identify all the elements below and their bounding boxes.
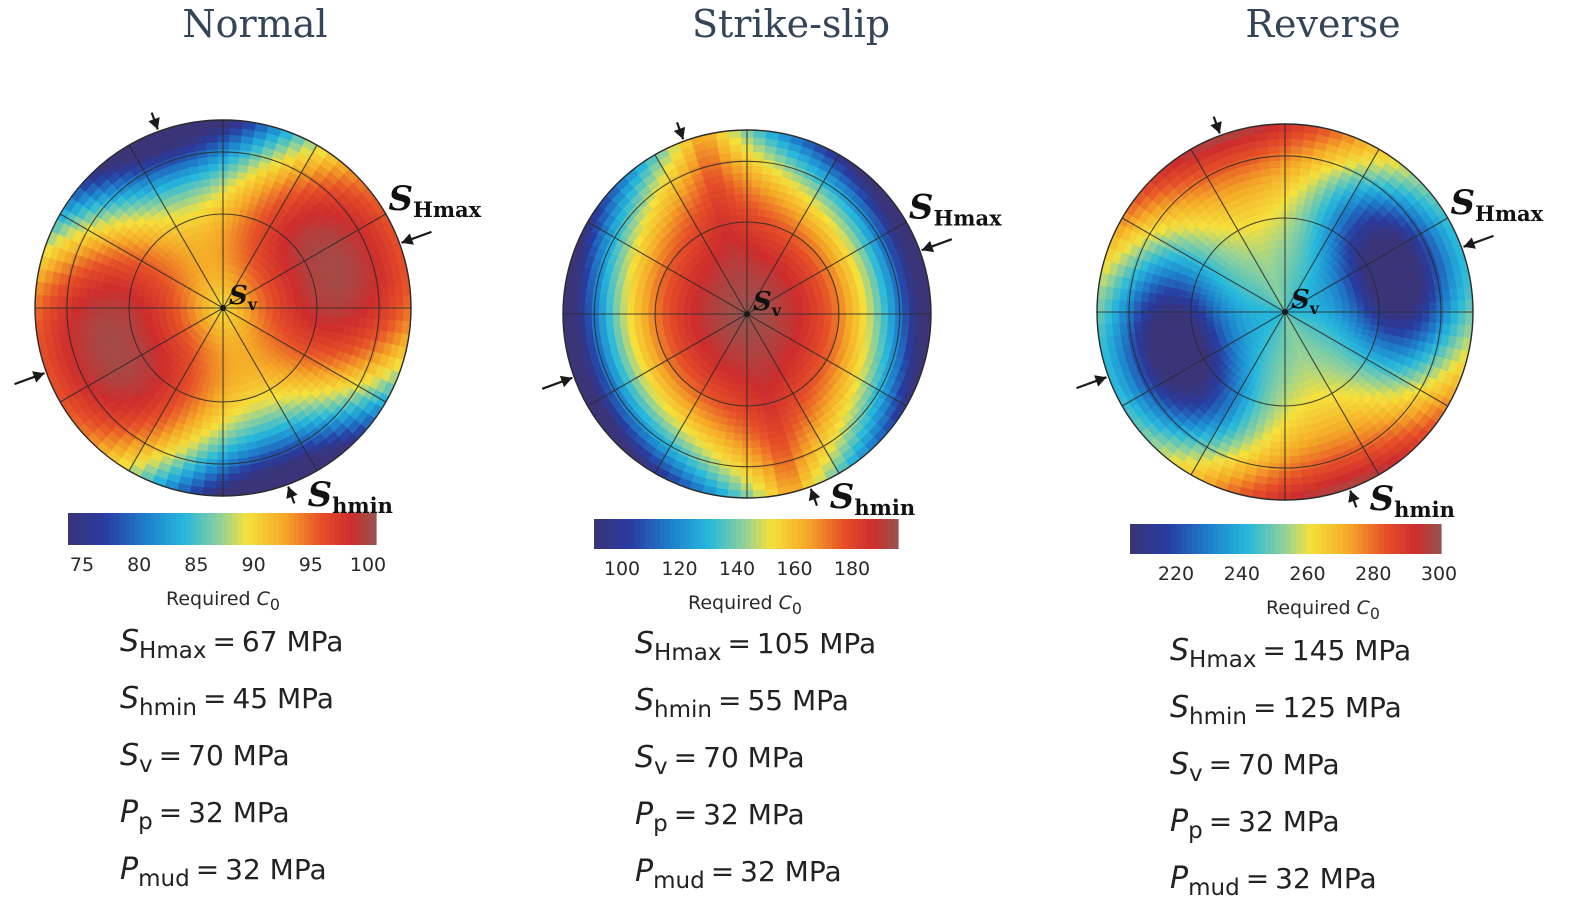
param-sv: Sv=70 MPa	[1170, 741, 1570, 798]
shmin-arrow-icon	[1210, 117, 1221, 134]
colorbar-tick-label: 120	[661, 558, 697, 580]
param-shmin: Shmin=125 MPa	[1170, 684, 1570, 741]
colorbar-title: Required C0	[0, 588, 488, 614]
colorbar-gradient	[68, 513, 377, 545]
param-shmin: Shmin=45 MPa	[120, 675, 520, 732]
param-pmud: Pmud=32 MPa	[1170, 855, 1570, 912]
colorbar-normal: 75 80 85 90 95 100 Required C0	[0, 510, 530, 630]
colorbar-tick-label: 75	[70, 554, 94, 576]
shmax-arrow-icon	[402, 232, 432, 245]
colorbar-tick-label: 95	[299, 554, 323, 576]
colorbar-tick-label: 85	[184, 554, 208, 576]
panel-title: Reverse	[1058, 2, 1588, 46]
shmin-label: Shmin	[830, 477, 915, 520]
param-sv: Sv=70 MPa	[120, 732, 520, 789]
shmin-arrow-icon	[674, 122, 685, 139]
colorbar-tick-label: 260	[1289, 563, 1325, 585]
colorbar-tick-label: 160	[776, 558, 812, 580]
colorbar-reverse: 220 240 260 280 300 Required C0	[1060, 521, 1590, 641]
center-point	[744, 311, 750, 317]
shmax-arrow-icon	[542, 376, 572, 389]
param-pp: Pp=32 MPa	[635, 791, 1035, 848]
shmax-label: SHmax	[388, 179, 481, 222]
colorbar-tick-label: 140	[719, 558, 755, 580]
colorbar-gradient	[1130, 524, 1442, 554]
param-pmud: Pmud=32 MPa	[120, 846, 520, 903]
colorbar-tick-label: 220	[1158, 563, 1194, 585]
shmin-arrow-icon	[286, 487, 297, 504]
shmin-label: Shmin	[1370, 479, 1455, 522]
param-shmax: SHmax=145 MPa	[1170, 627, 1570, 684]
colorbar-tick-label: 100	[604, 558, 640, 580]
colorbar-tick-label: 100	[350, 554, 386, 576]
shmax-arrow-icon	[922, 239, 952, 252]
params-strike-slip: SHmax=105 MPa Shmin=55 MPa Sv=70 MPa Pp=…	[635, 620, 1035, 905]
colorbar-tick-label: 300	[1421, 563, 1457, 585]
colorbar-tick-label: 240	[1224, 563, 1260, 585]
param-shmin: Shmin=55 MPa	[635, 677, 1035, 734]
param-sv: Sv=70 MPa	[635, 734, 1035, 791]
params-normal: SHmax=67 MPa Shmin=45 MPa Sv=70 MPa Pp=3…	[120, 618, 520, 903]
shmin-arrow-icon	[148, 113, 159, 130]
param-shmax: SHmax=67 MPa	[120, 618, 520, 675]
shmin-arrow-icon	[809, 489, 820, 506]
colorbar-title: Required C0	[1058, 597, 1588, 623]
colorbar-gradient	[594, 519, 899, 549]
colorbar-tick-label: 80	[127, 554, 151, 576]
shmin-arrow-icon	[1348, 491, 1359, 508]
shmax-arrow-icon	[15, 371, 45, 384]
colorbar-svg: 100 120 140 160 180	[530, 516, 1060, 596]
shmax-label: SHmax	[1450, 183, 1543, 226]
panel-title: Strike-slip	[526, 2, 1056, 46]
center-point	[220, 305, 226, 311]
colorbar-tick-label: 180	[834, 558, 870, 580]
shmax-label: SHmax	[909, 187, 1002, 230]
panel-title: Normal	[0, 2, 520, 46]
param-shmax: SHmax=105 MPa	[635, 620, 1035, 677]
shmax-arrow-icon	[1464, 236, 1494, 249]
colorbar-svg: 75 80 85 90 95 100	[0, 510, 530, 590]
param-pp: Pp=32 MPa	[120, 789, 520, 846]
colorbar-tick-label: 90	[242, 554, 266, 576]
colorbar-title: Required C0	[480, 592, 1010, 618]
shmax-arrow-icon	[1077, 375, 1107, 388]
params-reverse: SHmax=145 MPa Shmin=125 MPa Sv=70 MPa Pp…	[1170, 627, 1570, 912]
colorbar-tick-label: 280	[1355, 563, 1391, 585]
param-pp: Pp=32 MPa	[1170, 798, 1570, 855]
colorbar-svg: 220 240 260 280 300	[1060, 521, 1590, 601]
center-point	[1282, 309, 1288, 315]
